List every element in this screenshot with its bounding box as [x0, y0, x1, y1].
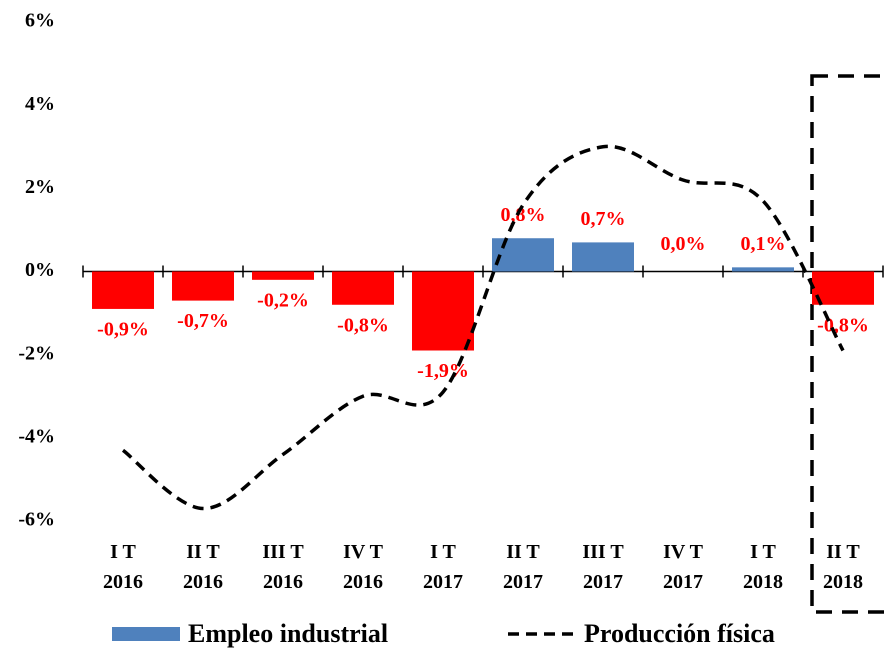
value-label: -0,8% — [337, 314, 389, 336]
bar — [332, 271, 394, 305]
legend-label: Empleo industrial — [188, 619, 388, 648]
bar — [492, 238, 554, 272]
bar — [732, 267, 794, 272]
x-tick-label: I T 2017 — [423, 541, 463, 593]
value-label: -0,9% — [97, 319, 149, 341]
value-label: 0,0% — [661, 233, 706, 255]
y-tick-label: -2% — [18, 342, 55, 364]
bar — [172, 271, 234, 301]
x-tick-label: I T 2016 — [103, 541, 143, 593]
y-tick-label: -4% — [18, 425, 55, 447]
bar — [92, 271, 154, 309]
x-tick-label: IV T 2017 — [663, 541, 703, 593]
x-tick-label: II T 2018 — [823, 541, 863, 593]
x-tick-label: IV T 2016 — [343, 541, 383, 593]
highlight-box — [810, 74, 886, 614]
value-label: -1,9% — [417, 360, 469, 382]
value-label: -0,7% — [177, 310, 229, 332]
y-tick-label: 6% — [25, 10, 55, 32]
x-tick-label: III T 2017 — [582, 541, 624, 593]
y-tick-label: -6% — [18, 509, 55, 531]
y-tick-label: 4% — [25, 93, 55, 115]
bar — [572, 242, 634, 272]
value-label: 0,1% — [741, 233, 786, 255]
line — [121, 144, 845, 511]
y-tick-label: 0% — [25, 259, 55, 281]
legend-label: Producción física — [584, 619, 775, 648]
value-label: -0,2% — [257, 289, 309, 311]
bar — [412, 271, 474, 351]
bar — [252, 271, 314, 280]
x-tick-label: III T 2016 — [262, 541, 304, 593]
value-label: 0,7% — [581, 208, 626, 230]
x-tick-label: II T 2016 — [183, 541, 223, 593]
x-tick-label: I T 2018 — [743, 541, 783, 593]
value-label: 0,8% — [501, 204, 546, 226]
x-tick-label: II T 2017 — [503, 541, 543, 593]
y-tick-label: 2% — [25, 176, 55, 198]
legend-swatch — [112, 627, 180, 641]
value-label: -0,8% — [817, 314, 869, 336]
bar — [812, 271, 874, 305]
